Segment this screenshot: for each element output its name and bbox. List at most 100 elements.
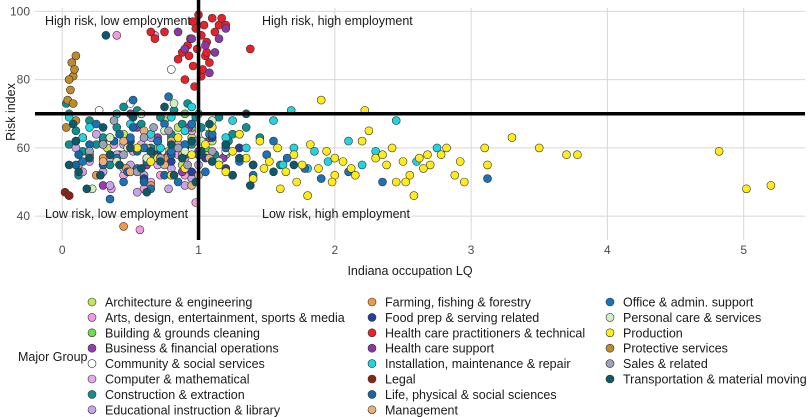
scatter-point (327, 177, 337, 187)
scatter-point (344, 136, 353, 146)
scatter-point (199, 20, 209, 30)
scatter-point (98, 140, 108, 149)
scatter-point (228, 147, 237, 156)
legend-swatch (605, 297, 615, 307)
scatter-point (205, 58, 214, 67)
y-tick-label: 60 (17, 141, 31, 155)
scatter-point (303, 191, 312, 200)
scatter-point (105, 133, 115, 142)
legend-item: Food prep & serving related (367, 311, 539, 325)
legend-swatch (87, 297, 97, 307)
legend-item: Building & grounds cleaning (87, 326, 260, 340)
legend-label: Building & grounds cleaning (105, 326, 260, 340)
scatter-point (409, 191, 419, 200)
scatter-point (101, 30, 111, 40)
scatter-point (316, 95, 326, 105)
x-tick-label: 0 (59, 243, 66, 257)
scatter-point (201, 140, 210, 149)
scatter-point (378, 150, 387, 159)
legend-label: Transportation & material moving (623, 373, 807, 387)
scatter-point (405, 170, 415, 180)
scatter-point (187, 119, 196, 129)
legend-swatch (87, 405, 97, 415)
scatter-point (378, 177, 387, 187)
scatter-point (74, 150, 83, 159)
scatter-point (269, 136, 278, 146)
scatter-point (164, 92, 173, 101)
scatter-point (66, 85, 75, 95)
series-19 (62, 51, 81, 132)
scatter-point (169, 99, 179, 108)
grid (35, 8, 805, 240)
legend-label: Protective services (623, 342, 728, 356)
scatter-point (401, 177, 411, 187)
series-11 (173, 24, 231, 78)
scatter-point (217, 13, 226, 23)
legend-item: Health care support (367, 342, 495, 356)
scatter-point (128, 95, 138, 105)
scatter-point (228, 116, 237, 125)
scatter-point (173, 54, 183, 64)
scatter-point (187, 136, 196, 146)
scatter-point (173, 133, 183, 142)
scatter-point (156, 157, 165, 166)
scatter-point (322, 147, 331, 156)
y-axis-ticks: 40 60 80 100 (10, 4, 30, 223)
scatter-point (235, 129, 244, 139)
scatter-point (573, 150, 582, 159)
scatter-point (357, 136, 367, 146)
scatter-point (436, 150, 446, 159)
scatter-point (64, 160, 74, 170)
scatter-point (282, 153, 292, 163)
scatter-point (167, 65, 176, 74)
legend-label: Educational instruction & library (105, 403, 281, 417)
scatter-point (357, 160, 367, 170)
scatter-point (70, 65, 79, 74)
scatter-point (455, 157, 465, 166)
scatter-point (346, 164, 356, 173)
scatter-point (119, 136, 128, 146)
scatter-point (210, 48, 220, 57)
legend-label: Computer & mathematical (105, 373, 250, 387)
legend-swatch (605, 359, 615, 368)
legend-label: Architecture & engineering (105, 296, 252, 310)
legend-swatch (605, 343, 615, 353)
quadrant-label-bottom-right: Low risk, high employment (262, 207, 411, 221)
scatter-point (241, 143, 251, 153)
scatter-point (221, 167, 231, 177)
x-axis-ticks: 0 1 2 3 4 5 (59, 243, 747, 257)
scatter-point (74, 167, 83, 177)
legend-item: Community & social services (87, 357, 265, 371)
scatter-point (82, 184, 92, 194)
legend-item: Life, physical & social sciences (367, 388, 557, 402)
scatter-point (115, 160, 124, 170)
scatter-point (207, 13, 217, 23)
legend-swatch (367, 343, 377, 353)
legend-item: Farming, fishing & forestry (367, 296, 532, 310)
scatter-point (201, 167, 210, 177)
scatter-point (534, 143, 544, 153)
scatter-point (119, 222, 128, 231)
scatter-points (60, 10, 776, 235)
legend-swatch (605, 374, 615, 384)
legend-swatch (87, 390, 97, 399)
scatter-point (96, 170, 105, 180)
legend-swatch (87, 343, 97, 353)
scatter-point (480, 143, 490, 153)
series-13 (60, 187, 74, 200)
y-tick-label: 80 (17, 73, 31, 87)
quadrant-label-top-left: High risk, low employment (45, 14, 191, 28)
scatter-point (248, 160, 258, 170)
scatter-point (92, 129, 101, 139)
scatter-point (766, 181, 776, 190)
scatter-point (128, 123, 138, 132)
scatter-point (201, 41, 210, 50)
legend-item: Transportation & material moving (605, 373, 807, 387)
scatter-point (188, 61, 198, 71)
scatter-point (255, 136, 265, 146)
scatter-point (414, 153, 424, 163)
scatter-point (273, 143, 282, 153)
legend-swatch (367, 390, 377, 399)
scatter-point (146, 157, 156, 166)
scatter-point (126, 133, 135, 142)
